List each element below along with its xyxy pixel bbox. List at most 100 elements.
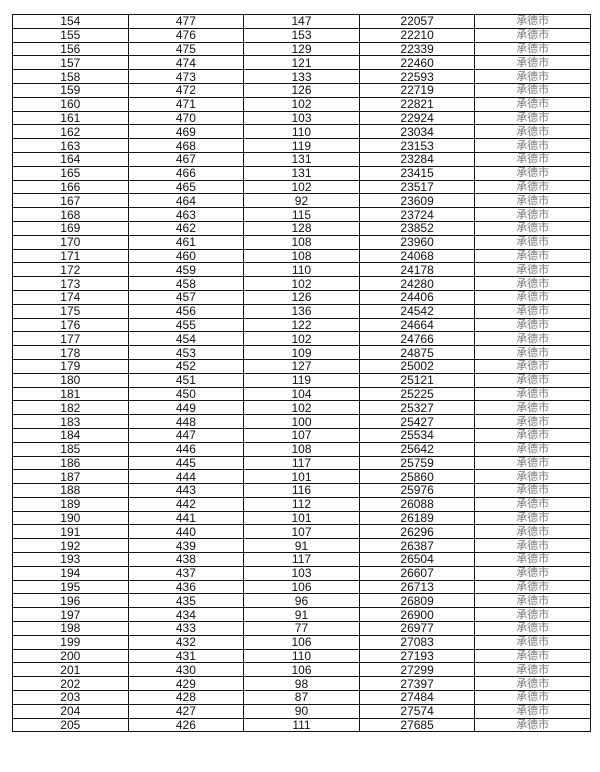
- count-cell: 106: [243, 579, 360, 595]
- cumulative-cell: 25976: [358, 483, 476, 498]
- rank-cell: 174: [12, 289, 129, 305]
- cumulative-cell: 27484: [358, 690, 476, 705]
- cumulative-cell: 26977: [358, 621, 476, 636]
- table-row: 198 433 77 26977 承德市: [12, 621, 591, 636]
- cumulative-cell: 26088: [358, 496, 476, 512]
- city-cell: 承德市: [474, 538, 591, 554]
- count-cell: 92: [243, 193, 360, 209]
- score-cell: 437: [127, 565, 245, 581]
- city-cell: 承德市: [474, 510, 591, 526]
- score-cell: 426: [127, 717, 245, 733]
- score-cell: 433: [127, 621, 245, 636]
- city-cell: 承德市: [474, 138, 591, 153]
- rank-cell: 201: [12, 662, 129, 678]
- count-cell: 102: [243, 96, 360, 112]
- rank-cell: 156: [12, 41, 129, 57]
- table-row: 157 474 121 22460 承德市: [12, 55, 591, 71]
- count-cell: 131: [243, 165, 360, 181]
- cumulative-cell: 22593: [358, 69, 476, 84]
- city-cell: 承德市: [474, 69, 591, 84]
- table-row: 181 450 104 25225 承德市: [12, 386, 591, 402]
- count-cell: 126: [243, 82, 360, 98]
- count-cell: 106: [243, 662, 360, 678]
- rank-cell: 185: [12, 441, 129, 457]
- rank-cell: 202: [12, 676, 129, 692]
- cumulative-cell: 25121: [358, 372, 476, 388]
- rank-cell: 166: [12, 179, 129, 195]
- count-cell: 100: [243, 414, 360, 429]
- city-cell: 承德市: [474, 14, 591, 29]
- cumulative-cell: 24280: [358, 276, 476, 291]
- count-cell: 102: [243, 331, 360, 347]
- score-cell: 444: [127, 469, 245, 485]
- count-cell: 108: [243, 248, 360, 264]
- cumulative-cell: 27193: [358, 648, 476, 664]
- score-cell: 475: [127, 41, 245, 57]
- cumulative-cell: 26809: [358, 593, 476, 609]
- rank-cell: 194: [12, 565, 129, 581]
- cumulative-cell: 23609: [358, 193, 476, 209]
- cumulative-cell: 24664: [358, 317, 476, 333]
- count-cell: 107: [243, 427, 360, 443]
- cumulative-cell: 26189: [358, 510, 476, 526]
- city-cell: 承德市: [474, 248, 591, 264]
- table-row: 186 445 117 25759 承德市: [12, 455, 591, 471]
- count-cell: 131: [243, 151, 360, 167]
- rank-cell: 187: [12, 469, 129, 485]
- table-row: 191 440 107 26296 承德市: [12, 524, 591, 540]
- count-cell: 104: [243, 386, 360, 402]
- city-cell: 承德市: [474, 82, 591, 98]
- table-row: 197 434 91 26900 承德市: [12, 607, 591, 623]
- table-row: 165 466 131 23415 承德市: [12, 165, 591, 181]
- score-cell: 468: [127, 138, 245, 153]
- city-cell: 承德市: [474, 276, 591, 291]
- score-cell: 464: [127, 193, 245, 209]
- table-row: 172 459 110 24178 承德市: [12, 262, 591, 278]
- rank-cell: 164: [12, 151, 129, 167]
- cumulative-cell: 23724: [358, 207, 476, 222]
- city-cell: 承德市: [474, 565, 591, 581]
- score-cell: 476: [127, 27, 245, 43]
- table-row: 156 475 129 22339 承德市: [12, 41, 591, 57]
- score-cell: 448: [127, 414, 245, 429]
- table-row: 200 431 110 27193 承德市: [12, 648, 591, 664]
- city-cell: 承德市: [474, 441, 591, 457]
- table-row: 161 470 103 22924 承德市: [12, 110, 591, 126]
- score-cell: 446: [127, 441, 245, 457]
- count-cell: 116: [243, 483, 360, 498]
- rank-cell: 191: [12, 524, 129, 540]
- city-cell: 承德市: [474, 303, 591, 319]
- city-cell: 承德市: [474, 27, 591, 43]
- count-cell: 103: [243, 565, 360, 581]
- table-row: 190 441 101 26189 承德市: [12, 510, 591, 526]
- cumulative-cell: 27574: [358, 703, 476, 719]
- rank-cell: 196: [12, 593, 129, 609]
- count-cell: 128: [243, 220, 360, 236]
- count-cell: 117: [243, 552, 360, 567]
- table-row: 188 443 116 25976 承德市: [12, 483, 591, 498]
- score-cell: 473: [127, 69, 245, 84]
- table-row: 163 468 119 23153 承德市: [12, 138, 591, 153]
- table-row: 176 455 122 24664 承德市: [12, 317, 591, 333]
- city-cell: 承德市: [474, 469, 591, 485]
- score-cell: 477: [127, 14, 245, 29]
- cumulative-cell: 26296: [358, 524, 476, 540]
- count-cell: 101: [243, 510, 360, 526]
- table-row: 155 476 153 22210 承德市: [12, 27, 591, 43]
- cumulative-cell: 22210: [358, 27, 476, 43]
- score-cell: 427: [127, 703, 245, 719]
- count-cell: 147: [243, 14, 360, 29]
- city-cell: 承德市: [474, 41, 591, 57]
- cumulative-cell: 26387: [358, 538, 476, 554]
- table-row: 199 432 106 27083 承德市: [12, 634, 591, 650]
- table-row: 174 457 126 24406 承德市: [12, 289, 591, 305]
- score-cell: 460: [127, 248, 245, 264]
- rank-cell: 172: [12, 262, 129, 278]
- cumulative-cell: 25327: [358, 400, 476, 416]
- city-cell: 承德市: [474, 607, 591, 623]
- rank-cell: 170: [12, 234, 129, 250]
- score-cell: 447: [127, 427, 245, 443]
- city-cell: 承德市: [474, 96, 591, 112]
- city-cell: 承德市: [474, 634, 591, 650]
- rank-cell: 197: [12, 607, 129, 623]
